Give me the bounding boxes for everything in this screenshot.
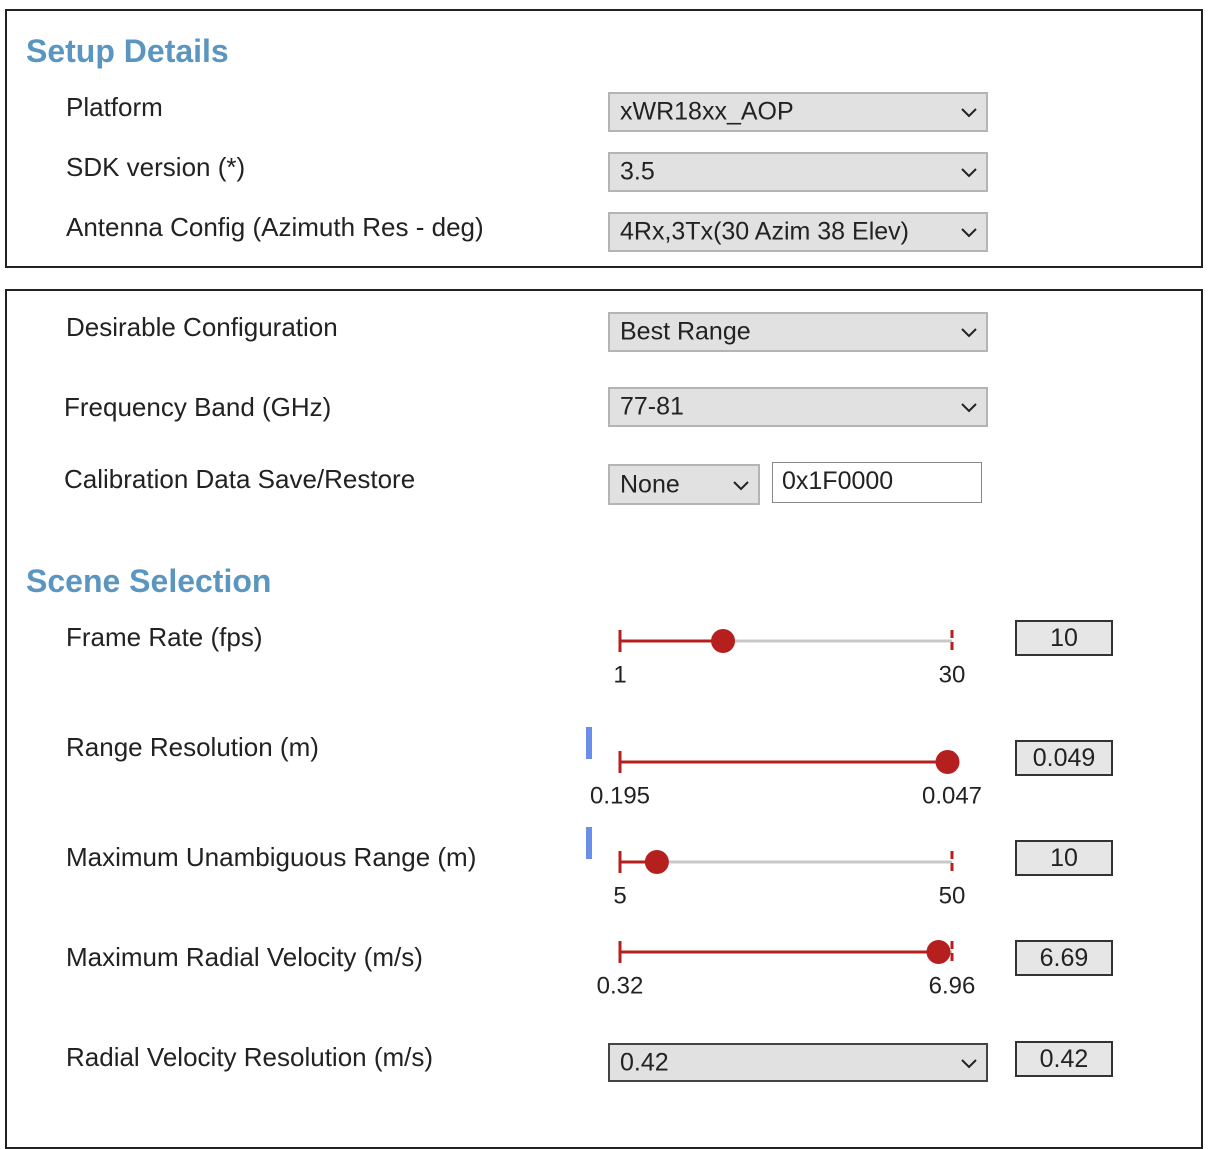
slider-thumb[interactable] [644, 850, 669, 874]
dropdown[interactable]: 3.5 [608, 152, 988, 192]
setup-panel [5, 9, 1203, 268]
field-label: SDK version (*) [66, 152, 246, 182]
chevron [961, 228, 977, 238]
indicator [586, 727, 592, 759]
slider-thumb[interactable] [935, 750, 960, 774]
sliders: 1 30 0.195 0.047 5 50 0.32 6.96 [590, 629, 982, 999]
slider-thumb[interactable] [926, 940, 951, 964]
field-label: Platform [66, 92, 163, 122]
chevron [733, 480, 749, 490]
dropdown-value: 77-81 [620, 392, 684, 421]
chevron [961, 328, 977, 338]
slider-thumb[interactable] [711, 629, 736, 653]
dropdown[interactable]: None [608, 464, 760, 505]
slider-min-label: 0.32 [597, 972, 644, 999]
dropdown-value: xWR18xx_AOP [620, 97, 794, 126]
chevron [961, 168, 977, 178]
value-box: 0.049 [1015, 740, 1113, 776]
chevron [961, 403, 977, 413]
chevron [961, 108, 977, 118]
slider-max-label: 50 [939, 882, 966, 909]
slider-max-label: 30 [939, 661, 966, 688]
dropdown-value: None [620, 470, 680, 498]
dropdown-value: Best Range [620, 317, 751, 346]
field-label: Frequency Band (GHz) [64, 392, 332, 422]
dropdown[interactable]: 77-81 [608, 387, 988, 427]
slider-min-label: 1 [613, 661, 626, 688]
value-box: 6.69 [1015, 940, 1113, 976]
dropdown-value: 3.5 [620, 157, 655, 186]
dropdown[interactable]: xWR18xx_AOP [608, 92, 988, 132]
dropdown-value: 0.42 [620, 1048, 669, 1076]
section-title: Setup Details [26, 33, 229, 69]
dropdown[interactable]: 0.42 [608, 1043, 988, 1082]
field-label: Maximum Radial Velocity (m/s) [66, 942, 423, 972]
field-label: Desirable Configuration [66, 312, 338, 342]
value-box: 0.42 [1015, 1041, 1113, 1077]
section-title: Scene Selection [26, 563, 272, 599]
field-label: Range Resolution (m) [66, 732, 319, 762]
field-label: Calibration Data Save/Restore [64, 464, 416, 494]
slider-min-label: 0.195 [590, 782, 650, 809]
value-box: 10 [1015, 620, 1113, 656]
field-label: Radial Velocity Resolution (m/s) [66, 1042, 434, 1072]
field-label: Maximum Unambiguous Range (m) [66, 842, 477, 872]
slider-max-label: 6.96 [929, 972, 976, 999]
field-label: Frame Rate (fps) [66, 622, 263, 652]
dropdown[interactable]: Best Range [608, 312, 988, 352]
field-label: Antenna Config (Azimuth Res - deg) [66, 212, 484, 242]
slider-min-label: 5 [613, 882, 626, 909]
dropdown-value: 4Rx,3Tx(30 Azim 38 Elev) [620, 217, 909, 246]
page: {"setup_details": {"title": "Setup Detai… [5, 9, 1203, 1149]
text-input[interactable]: 0x1F0000 [772, 462, 982, 503]
dropdown[interactable]: 4Rx,3Tx(30 Azim 38 Elev) [608, 212, 988, 252]
chevron [961, 1058, 977, 1068]
slider-max-label: 0.047 [922, 782, 982, 809]
indicator [586, 827, 592, 859]
value-box: 10 [1015, 840, 1113, 876]
